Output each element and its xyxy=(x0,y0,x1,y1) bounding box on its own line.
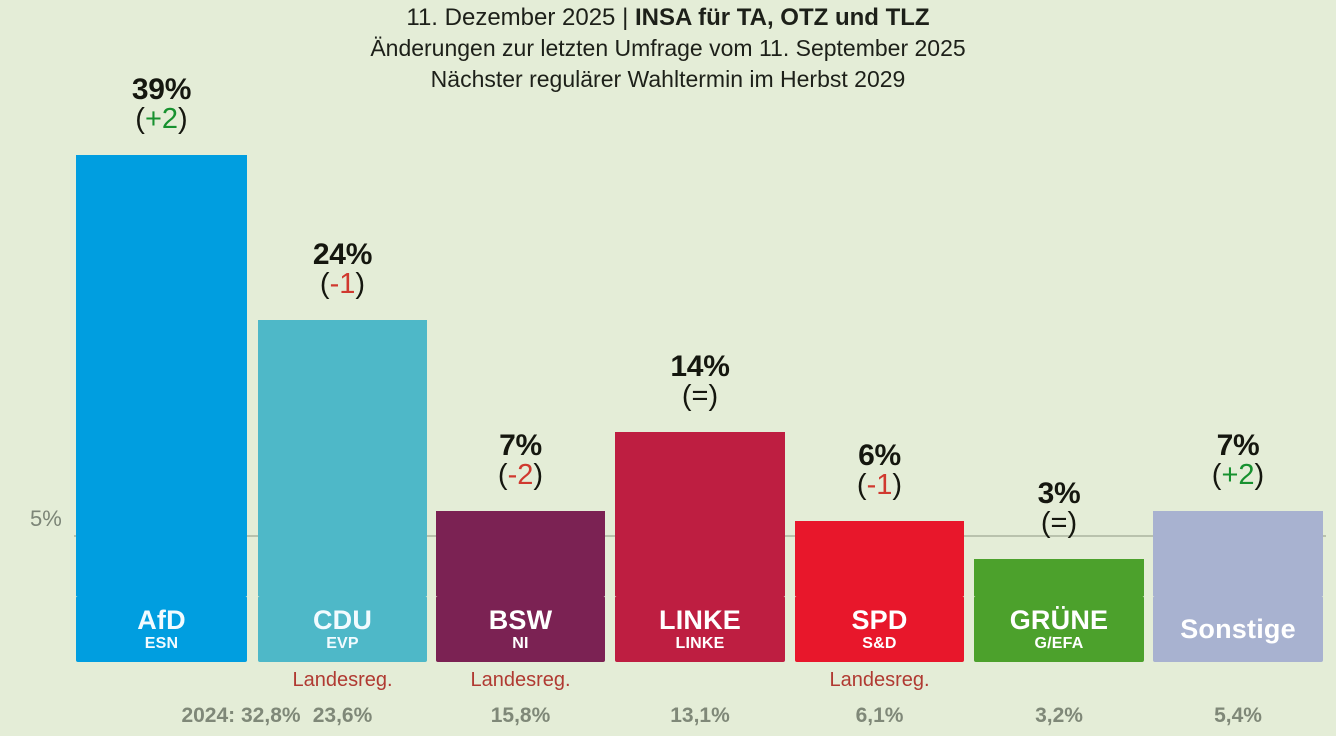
bar-delta: (+2) xyxy=(135,102,188,135)
bar-percent: 14% xyxy=(670,350,730,383)
previous-result-label: 13,1% xyxy=(670,704,730,727)
bar-value-label: 39% (+2) xyxy=(76,73,247,135)
bar-value-label: 14% (=) xyxy=(615,350,785,412)
bar-percent: 3% xyxy=(1037,477,1081,510)
previous-result-label: 5,4% xyxy=(1214,704,1262,727)
bar-sonstige[interactable] xyxy=(1153,511,1323,596)
bar-value-label: 7% (-2) xyxy=(436,429,605,491)
bar-percent: 6% xyxy=(858,439,901,472)
bar-cdu[interactable] xyxy=(258,320,427,596)
party-name-box[interactable]: GRÜNE G/EFA xyxy=(974,596,1144,662)
header-line-changes: Änderungen zur letzten Umfrage vom 11. S… xyxy=(370,35,966,61)
bar-value-label: 7% (+2) xyxy=(1153,429,1323,491)
party-eu-group: ESN xyxy=(144,634,179,652)
bar-column: 24% (-1) CDU EVP Landesreg. 23,6% xyxy=(258,0,427,736)
party-name-box[interactable]: AfD ESN xyxy=(76,596,247,662)
party-name-box[interactable]: Sonstige xyxy=(1153,596,1323,662)
bar-delta: (-1) xyxy=(856,468,903,501)
bar-column: 39% (+2) AfD ESN 2024: 32,8% xyxy=(76,0,301,736)
header-separator: | xyxy=(615,4,635,31)
bar-bsw[interactable] xyxy=(436,511,605,596)
bar-delta: (=) xyxy=(1040,506,1078,539)
header-date: 11. Dezember 2025 xyxy=(406,4,616,31)
bar-column: 3% (=) GRÜNE G/EFA 3,2% xyxy=(974,0,1144,736)
previous-result-label: 6,1% xyxy=(855,704,904,727)
bar-percent: 24% xyxy=(312,238,373,271)
party-name: CDU xyxy=(312,604,373,635)
party-eu-group: NI xyxy=(512,634,529,652)
bar-delta-value: = xyxy=(1050,506,1068,539)
party-name: LINKE xyxy=(659,604,741,635)
party-name: GRÜNE xyxy=(1009,604,1109,635)
previous-result-label: 2024: 32,8% xyxy=(181,704,301,727)
party-name-box[interactable]: LINKE LINKE xyxy=(615,596,785,662)
party-name-box[interactable]: SPD S&D xyxy=(795,596,964,662)
bar-column: 6% (-1) SPD S&D Landesreg. 6,1% xyxy=(795,0,964,736)
party-name-box[interactable]: CDU EVP xyxy=(258,596,427,662)
bar-value-label: 24% (-1) xyxy=(258,238,427,300)
party-eu-group: S&D xyxy=(862,634,897,652)
previous-result-label: 15,8% xyxy=(490,704,551,727)
government-party-label: Landesreg. xyxy=(470,669,571,691)
bar-delta: (+2) xyxy=(1211,458,1265,491)
bar-delta-value: -1 xyxy=(329,267,356,300)
header-institute: INSA für TA, OTZ und TLZ xyxy=(634,4,930,31)
bar-afd[interactable] xyxy=(76,155,247,596)
bar-delta-value: -1 xyxy=(866,468,893,501)
chart-header: 11. Dezember 2025 | INSA für TA, OTZ und… xyxy=(0,0,1336,95)
party-name: SPD xyxy=(851,604,908,635)
party-name: BSW xyxy=(488,604,553,635)
party-name: AfD xyxy=(137,604,186,635)
party-eu-group: G/EFA xyxy=(1034,634,1084,652)
party-name: Sonstige xyxy=(1180,614,1296,644)
bar-delta-value: +2 xyxy=(144,102,179,135)
party-eu-group: EVP xyxy=(326,634,359,652)
bar-delta: (-2) xyxy=(497,458,544,491)
bar-percent: 7% xyxy=(499,429,542,462)
header-line-date-institute: 11. Dezember 2025 | INSA für TA, OTZ und… xyxy=(0,2,1336,33)
bar-delta-value: +2 xyxy=(1221,458,1255,491)
bar-delta-value: -2 xyxy=(507,458,534,491)
bar-grüne[interactable] xyxy=(974,559,1144,596)
bar-value-label: 6% (-1) xyxy=(795,439,964,501)
threshold-label: 5% xyxy=(30,506,62,531)
government-party-label: Landesreg. xyxy=(292,669,393,691)
government-party-label: Landesreg. xyxy=(829,669,930,691)
party-eu-group: LINKE xyxy=(675,634,725,652)
bar-percent: 39% xyxy=(131,73,192,106)
bar-delta: (=) xyxy=(681,379,719,412)
bar-spd[interactable] xyxy=(795,521,964,596)
bar-value-label: 3% (=) xyxy=(974,477,1144,539)
bar-column: 7% (-2) BSW NI Landesreg. 15,8% xyxy=(436,0,605,736)
party-name-box[interactable]: BSW NI xyxy=(436,596,605,662)
bar-delta: (-1) xyxy=(319,267,366,300)
bar-column: 7% (+2) Sonstige 5,4% xyxy=(1153,0,1323,736)
previous-result-label: 23,6% xyxy=(312,704,373,727)
bar-percent: 7% xyxy=(1216,429,1260,462)
previous-result-label: 3,2% xyxy=(1035,704,1083,727)
bar-delta-value: = xyxy=(691,379,709,412)
bar-column: 14% (=) LINKE LINKE 13,1% xyxy=(615,0,785,736)
bar-linke[interactable] xyxy=(615,432,785,596)
header-line-next-election: Nächster regulärer Wahltermin im Herbst … xyxy=(430,66,906,92)
